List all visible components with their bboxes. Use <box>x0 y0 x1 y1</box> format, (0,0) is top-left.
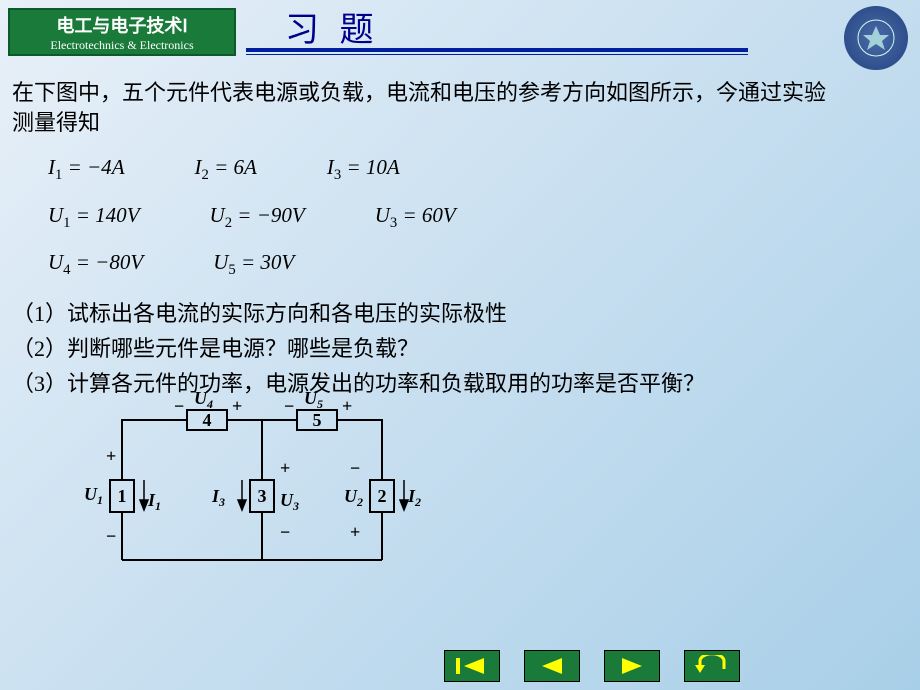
question-1: （1）试标出各电流的实际方向和各电压的实际极性 <box>12 297 908 330</box>
svg-text:U1: U1 <box>84 484 103 507</box>
course-block: 电工与电子技术Ⅰ Electrotechnics & Electronics <box>8 8 236 56</box>
eq-U5: U5 = 30V <box>213 250 294 279</box>
first-button[interactable] <box>444 650 500 682</box>
circuit-diagram: 1 2 3 4 5 + − <box>82 400 442 620</box>
svg-text:−: − <box>350 458 360 478</box>
course-name-cn: 电工与电子技术Ⅰ <box>10 12 234 38</box>
eq-I1: I1 = −4A <box>48 155 125 184</box>
problem-intro: 在下图中，五个元件代表电源或负载，电流和电压的参考方向如图所示，今通过实验 测量… <box>12 78 908 137</box>
intro-line2: 测量得知 <box>12 108 908 138</box>
box-5-label: 5 <box>313 410 322 430</box>
box-3-label: 3 <box>258 486 267 506</box>
eq-U3: U3 = 60V <box>375 203 456 232</box>
svg-text:I1: I1 <box>147 490 161 513</box>
svg-text:I3: I3 <box>211 486 225 509</box>
svg-text:+: + <box>106 446 116 466</box>
equations: I1 = −4A I2 = 6A I3 = 10A U1 = 140V U2 =… <box>48 155 908 279</box>
eq-row-1: I1 = −4A I2 = 6A I3 = 10A <box>48 155 908 184</box>
intro-line1: 在下图中，五个元件代表电源或负载，电流和电压的参考方向如图所示，今通过实验 <box>12 78 908 108</box>
box-4-label: 4 <box>203 410 212 430</box>
svg-text:+: + <box>280 458 290 478</box>
svg-text:U2: U2 <box>344 486 363 509</box>
svg-text:−: − <box>280 522 290 542</box>
course-name-en: Electrotechnics & Electronics <box>10 38 234 53</box>
svg-text:−: − <box>284 396 294 416</box>
eq-row-2: U1 = 140V U2 = −90V U3 = 60V <box>48 203 908 232</box>
question-2: （2）判断哪些元件是电源？哪些是负载？ <box>12 332 908 365</box>
rule-thin <box>246 54 748 55</box>
svg-text:+: + <box>232 396 242 416</box>
eq-I2: I2 = 6A <box>195 155 257 184</box>
eq-row-3: U4 = −80V U5 = 30V <box>48 250 908 279</box>
eq-I3: I3 = 10A <box>327 155 400 184</box>
eq-U1: U1 = 140V <box>48 203 140 232</box>
header: 电工与电子技术Ⅰ Electrotechnics & Electronics 习… <box>0 0 920 56</box>
page-title: 习 题 <box>285 2 380 51</box>
rule-thick <box>246 48 748 52</box>
svg-text:−: − <box>174 396 184 416</box>
return-button[interactable] <box>684 650 740 682</box>
eq-U4: U4 = −80V <box>48 250 143 279</box>
box-1-label: 1 <box>118 486 127 506</box>
next-button[interactable] <box>604 650 660 682</box>
svg-text:−: − <box>106 526 116 546</box>
questions: （1）试标出各电流的实际方向和各电压的实际极性 （2）判断哪些元件是电源？哪些是… <box>12 297 908 400</box>
university-logo <box>844 6 908 70</box>
eq-U2: U2 = −90V <box>210 203 305 232</box>
content: 在下图中，五个元件代表电源或负载，电流和电压的参考方向如图所示，今通过实验 测量… <box>12 78 908 402</box>
prev-button[interactable] <box>524 650 580 682</box>
svg-text:+: + <box>350 522 360 542</box>
svg-text:+: + <box>342 396 352 416</box>
svg-text:I2: I2 <box>407 486 421 509</box>
nav-buttons <box>444 650 740 682</box>
box-2-label: 2 <box>378 486 387 506</box>
svg-text:U3: U3 <box>280 490 299 513</box>
question-3: （3）计算各元件的功率，电源发出的功率和负载取用的功率是否平衡？ <box>12 367 908 400</box>
